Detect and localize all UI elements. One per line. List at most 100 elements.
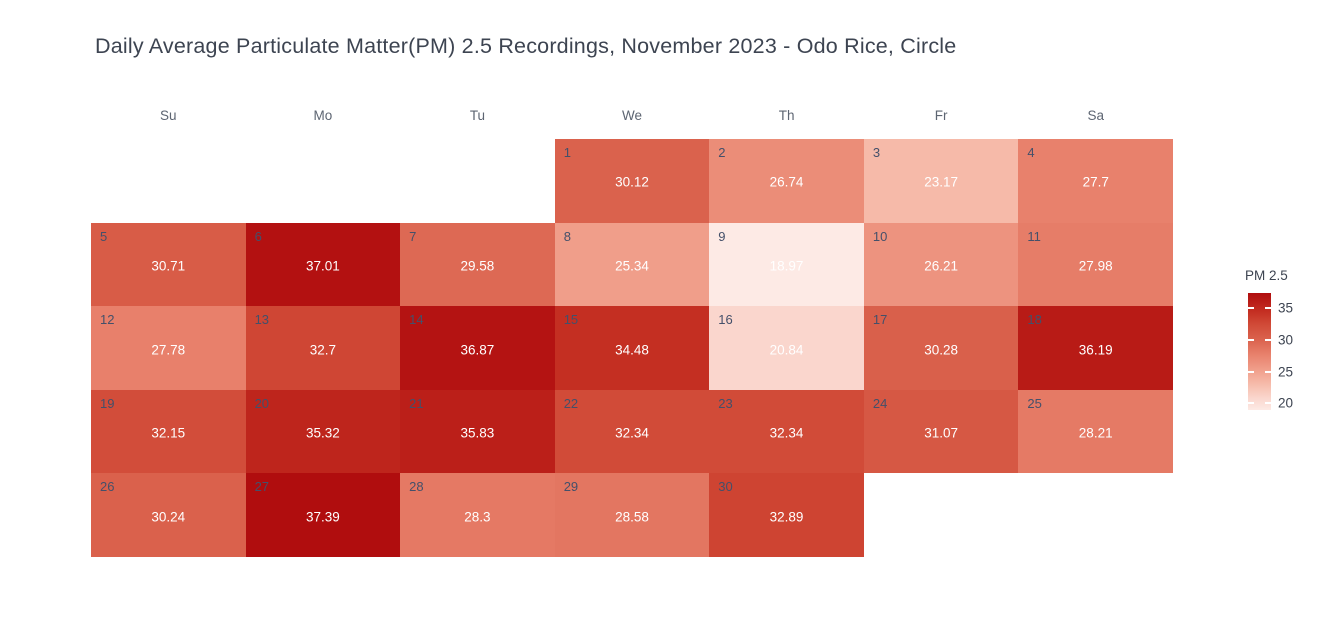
day-value: 34.48 [615,342,649,358]
day-cell-5[interactable]: 5 30.71 [91,222,246,307]
day-value: 26.74 [769,174,804,190]
day-cell-11[interactable]: 11 27.98 [1018,222,1173,307]
day-value: 30.12 [615,174,649,190]
colorbar-tick-mark [1248,338,1254,341]
day-value: 31.07 [924,425,959,441]
day-value: 35.32 [305,425,340,441]
day-value: 23.17 [924,174,959,190]
day-number: 21 [409,395,424,411]
day-number: 27 [254,479,270,495]
day-cell-2[interactable]: 2 26.74 [709,139,864,223]
day-value: 29.58 [460,258,495,274]
chart-title: Daily Average Particulate Matter(PM) 2.5… [95,34,957,58]
colorbar-tick-mark [1265,307,1271,310]
day-value: 28.58 [615,509,649,525]
day-number: 30 [718,479,733,495]
day-number: 24 [872,395,888,411]
day-number: 20 [254,395,270,411]
day-number: 13 [254,312,270,328]
day-cell-17[interactable]: 17 30.28 [863,306,1019,390]
day-value: 32.34 [769,425,804,441]
colorbar-tick-label: 30 [1278,332,1294,348]
weekday-header-su: Su [160,108,177,123]
day-number: 26 [100,479,115,495]
day-number: 25 [1027,395,1042,411]
day-value: 27.98 [1078,258,1113,274]
day-value: 32.15 [151,425,186,441]
day-cell-6[interactable]: 6 37.01 [245,222,401,307]
day-value: 35.83 [460,425,495,441]
day-number: 4 [1027,145,1035,160]
colorbar-tick-label: 35 [1278,300,1294,316]
day-value: 36.87 [460,342,495,358]
day-cell-4[interactable]: 4 27.7 [1018,139,1173,223]
day-cell-1[interactable]: 1 30.12 [554,139,710,223]
day-cell-20[interactable]: 20 35.32 [245,389,401,474]
colorbar-tick-mark [1265,402,1271,405]
day-cell-23[interactable]: 23 32.34 [709,389,864,474]
day-cell-16[interactable]: 16 20.84 [709,306,864,390]
day-number: 16 [718,312,733,328]
day-value: 26.21 [924,258,959,274]
calendar-grid: 1 30.12 2 26.74 3 23.17 4 27.7 5 30.71 6 37.01 7 29.5… [91,139,1173,557]
day-cell-10[interactable]: 10 26.21 [863,222,1019,307]
weekday-header-row: Su Mo Tu We Th Fr Sa [91,108,1173,128]
day-number: 11 [1027,228,1041,244]
day-cell-14[interactable]: 14 36.87 [400,306,555,390]
colorbar-tick-mark [1248,402,1254,405]
day-number: 22 [563,395,579,411]
day-cell-15[interactable]: 15 34.48 [554,306,710,390]
day-value: 18.97 [769,258,804,274]
day-number: 8 [563,228,571,244]
colorbar-tick-label: 25 [1278,364,1294,380]
day-cell-28[interactable]: 28 28.3 [400,473,555,557]
day-cell-7[interactable]: 7 29.58 [400,222,555,307]
day-cell-12[interactable]: 12 27.78 [91,306,246,390]
day-number: 10 [872,228,888,244]
colorbar-tick-mark [1265,370,1271,373]
day-cell-25[interactable]: 25 28.21 [1018,389,1173,474]
day-number: 28 [409,479,424,495]
day-value: 25.34 [615,258,649,274]
day-value: 36.19 [1078,342,1113,358]
day-cell-22[interactable]: 22 32.34 [554,389,710,474]
day-value: 30.28 [924,342,959,358]
day-number: 12 [100,312,115,328]
day-value: 32.7 [309,342,336,358]
day-number: 23 [718,395,733,411]
day-number: 17 [872,312,888,328]
day-value: 30.24 [151,509,186,525]
day-cell-18[interactable]: 18 36.19 [1018,306,1173,390]
day-cell-29[interactable]: 29 28.58 [554,473,710,557]
day-number: 9 [718,228,726,244]
weekday-header-mo: Mo [313,108,333,123]
day-value: 20.84 [769,342,804,358]
day-number: 19 [100,395,115,411]
day-number: 7 [409,228,417,244]
day-number: 29 [563,479,579,495]
day-value: 30.71 [151,258,186,274]
day-value: 28.21 [1078,425,1113,441]
day-cell-8[interactable]: 8 25.34 [554,222,710,307]
day-number: 18 [1027,312,1042,328]
day-cell-21[interactable]: 21 35.83 [400,389,555,474]
day-value: 32.34 [615,425,649,441]
day-number: 2 [718,145,726,160]
weekday-header-fr: Fr [934,108,948,123]
day-cell-13[interactable]: 13 32.7 [245,306,401,390]
weekday-header-th: Th [778,108,795,123]
day-cell-30[interactable]: 30 32.89 [709,473,864,557]
day-cell-3[interactable]: 3 23.17 [863,139,1019,223]
day-value: 28.3 [464,509,491,525]
day-cell-26[interactable]: 26 30.24 [91,473,246,557]
day-number: 3 [872,145,881,160]
day-cell-27[interactable]: 27 37.39 [245,473,401,557]
day-value: 32.89 [769,509,804,525]
day-cell-9[interactable]: 9 18.97 [709,222,864,307]
day-cell-19[interactable]: 19 32.15 [91,389,246,474]
day-cell-24[interactable]: 24 31.07 [863,389,1019,474]
colorbar: 35 30 25 20 [1248,293,1293,411]
day-number: 5 [100,228,108,244]
colorbar-tick-mark [1248,307,1254,310]
